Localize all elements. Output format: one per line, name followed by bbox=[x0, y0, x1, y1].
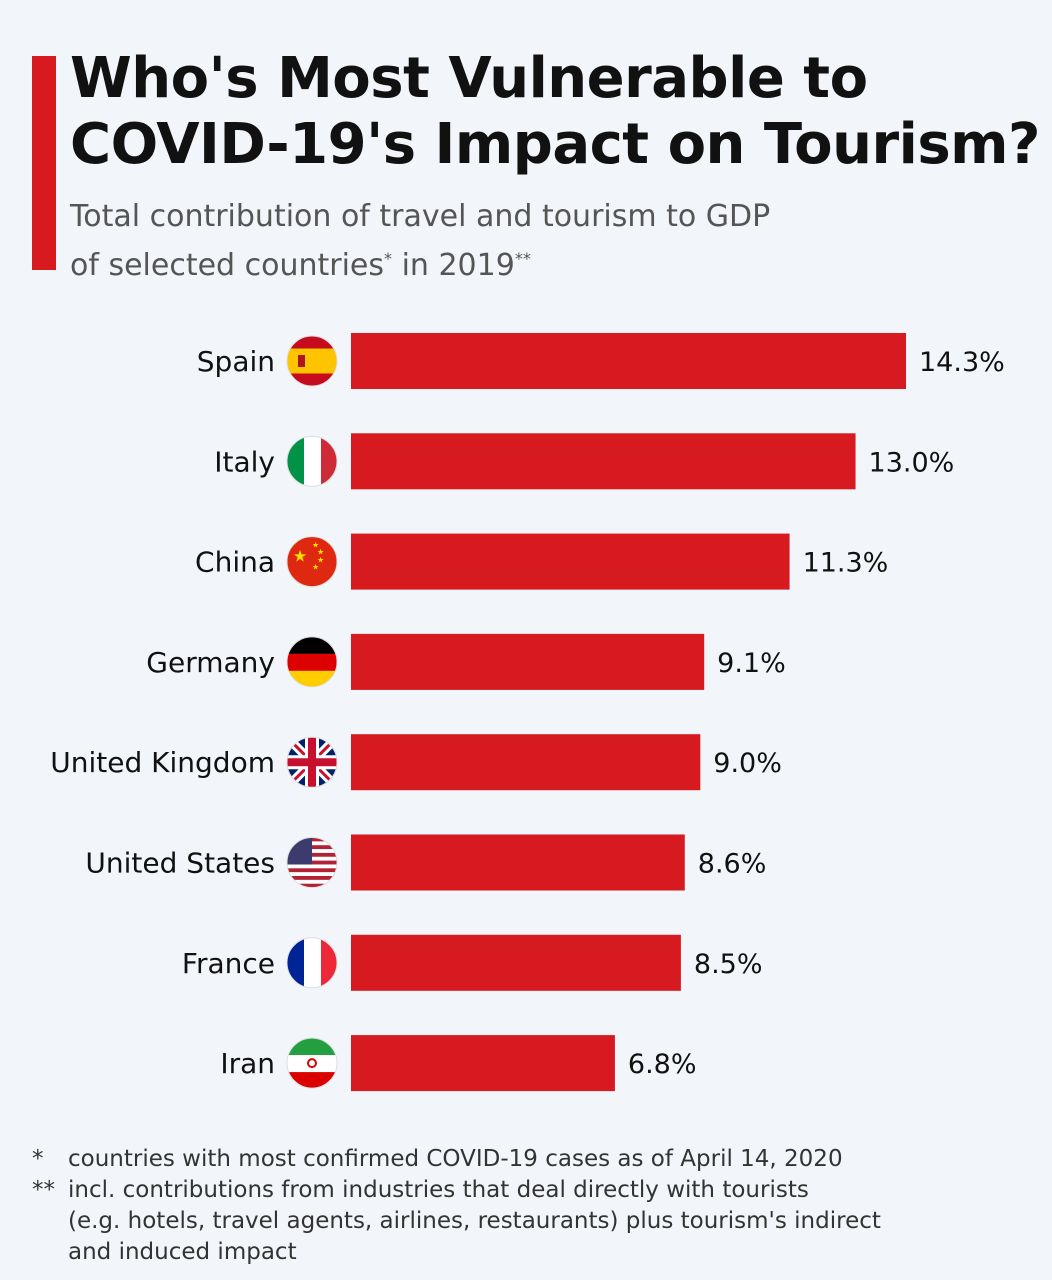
bar-row: Iran 6.8% bbox=[220, 1035, 697, 1092]
value-label: 13.0% bbox=[869, 447, 955, 478]
bar-row: United Kingdom 9.0% bbox=[50, 734, 782, 791]
bar bbox=[351, 934, 681, 991]
bar-chart: Spain 14.3%Italy 13.0%China ★★★★★ 11.3%Germa… bbox=[50, 333, 1005, 1092]
chart-title: Who's Most Vulnerable to COVID-19's Impa… bbox=[70, 46, 1040, 177]
footnote-2: ** incl. contributions from industries t… bbox=[32, 1175, 881, 1268]
china-flag-icon: ★★★★★ bbox=[286, 536, 338, 588]
footnote-mark: ** bbox=[32, 1177, 55, 1203]
svg-text:★: ★ bbox=[312, 541, 319, 550]
category-label: France bbox=[182, 947, 275, 980]
germany-flag-icon bbox=[286, 636, 338, 688]
svg-text:★: ★ bbox=[312, 563, 319, 572]
chart-subtitle: Total contribution of travel and tourism… bbox=[70, 196, 770, 287]
footnote-text: incl. contributions from industries that… bbox=[68, 1177, 809, 1203]
svg-text:★: ★ bbox=[293, 547, 307, 566]
footnote-1: * countries with most confirmed COVID-19 … bbox=[32, 1144, 881, 1175]
bar bbox=[351, 533, 790, 590]
subtitle-line-2: of selected countries* in 2019** bbox=[70, 238, 770, 287]
category-label: Spain bbox=[197, 345, 275, 378]
footnote-mark: ** bbox=[514, 249, 531, 268]
bar bbox=[351, 1035, 615, 1092]
footnote-text: countries with most confirmed COVID-19 c… bbox=[68, 1146, 843, 1172]
bar-row: Germany 9.1% bbox=[146, 633, 786, 690]
category-label: Iran bbox=[220, 1047, 275, 1080]
iran-flag-icon bbox=[286, 1037, 338, 1089]
subtitle-text: in 2019 bbox=[392, 248, 515, 283]
category-label: United Kingdom bbox=[50, 746, 275, 779]
italy-flag-icon bbox=[286, 435, 338, 487]
bar-row: United States 8.6% bbox=[85, 834, 767, 891]
bar-row: China ★★★★★ 11.3% bbox=[195, 533, 889, 590]
bar-row: Italy 13.0% bbox=[214, 433, 955, 490]
spain-flag-icon bbox=[286, 335, 338, 387]
subtitle-line-1: Total contribution of travel and tourism… bbox=[70, 199, 771, 234]
us-flag-icon bbox=[286, 837, 338, 888]
category-label: United States bbox=[85, 847, 275, 880]
france-flag-icon bbox=[286, 937, 338, 989]
footnote-text: (e.g. hotels, travel agents, airlines, r… bbox=[68, 1208, 881, 1234]
category-label: China bbox=[195, 546, 275, 579]
svg-text:★: ★ bbox=[317, 556, 324, 565]
value-label: 6.8% bbox=[628, 1049, 697, 1080]
bar bbox=[351, 633, 705, 690]
bar-row: Spain 14.3% bbox=[197, 333, 1005, 389]
value-label: 9.0% bbox=[713, 748, 782, 779]
value-label: 8.5% bbox=[694, 949, 763, 980]
bar-row: France 8.5% bbox=[182, 934, 763, 991]
value-label: 8.6% bbox=[698, 849, 767, 880]
title-accent-bar bbox=[32, 56, 56, 270]
footnote-mark: * bbox=[384, 249, 393, 268]
footnote-text: and induced impact bbox=[68, 1239, 297, 1265]
bar bbox=[351, 834, 685, 891]
value-label: 11.3% bbox=[803, 548, 889, 579]
bar bbox=[351, 433, 856, 490]
footnote-mark: * bbox=[32, 1146, 44, 1172]
category-label: Italy bbox=[214, 445, 275, 478]
bar bbox=[351, 333, 906, 389]
value-label: 14.3% bbox=[919, 347, 1005, 378]
svg-text:★: ★ bbox=[317, 548, 324, 557]
value-label: 9.1% bbox=[717, 648, 786, 679]
uk-flag-icon bbox=[286, 736, 338, 788]
footnotes: * countries with most confirmed COVID-19 … bbox=[32, 1144, 881, 1268]
subtitle-text: of selected countries bbox=[70, 248, 385, 283]
category-label: Germany bbox=[146, 646, 275, 679]
bar bbox=[351, 734, 701, 791]
